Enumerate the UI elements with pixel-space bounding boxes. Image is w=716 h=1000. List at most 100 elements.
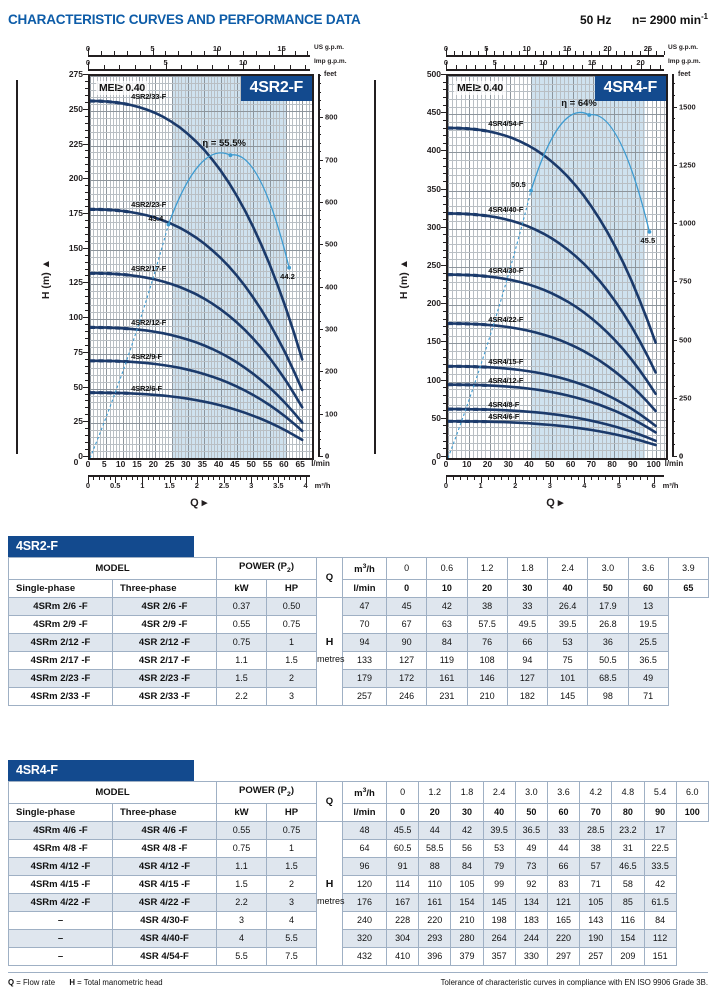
imp-gpm-scale: 0 5 10 15 20 [443, 58, 664, 71]
table-title-4sr4f: 4SR4-F [8, 760, 194, 781]
x-tick-label-lmin: 50 [545, 459, 555, 469]
y-tick-label: 0 [78, 451, 83, 461]
model-three-phase: 4SR 4/12 -F [112, 856, 217, 876]
power-group-header: POWER (P2) [216, 557, 317, 580]
efficiency-peak-label: η = 64% [561, 98, 597, 109]
feet-tick-label: 0 [679, 451, 684, 461]
feet-tick-label: 300 [325, 324, 338, 334]
x-unit-m3h: m³/h [662, 481, 679, 490]
table-row: 4SRm 4/12 -F 4SR 4/12 -F 1.1 1.5 96 91 88 84 79 7… [8, 856, 709, 876]
model-single-phase: 4SRm 4/6 -F [8, 820, 113, 840]
x-tick-label-lmin: 35 [197, 459, 208, 469]
efficiency-point-label: 44.2 [280, 271, 295, 281]
feet-tick-label: 0 [325, 451, 330, 461]
model-three-phase: 4SR 4/8 -F [112, 838, 217, 858]
model-single-phase: 4SRm 2/6 -F [8, 596, 113, 616]
model-single-phase: 4SRm 2/12 -F [8, 632, 113, 652]
head-value: 48 [342, 820, 387, 840]
head-value: 63 [426, 614, 468, 634]
efficiency-peak-label: η = 55.5% [202, 138, 246, 150]
head-value: 38 [579, 838, 613, 858]
flow-m3h-value: 1.8 [450, 781, 484, 804]
head-value: 84 [450, 856, 484, 876]
head-value: 116 [611, 910, 645, 930]
model-single-phase: – [8, 910, 113, 930]
us-gpm-tick-label: 15 [562, 44, 572, 53]
y-tick-label: 350 [426, 183, 441, 194]
head-value: 127 [506, 668, 549, 688]
head-value: 17.9 [587, 596, 629, 616]
head-value: 410 [385, 946, 420, 966]
flow-m3h-value: 2.4 [482, 781, 516, 804]
head-value: 167 [385, 892, 420, 912]
x-tick-label-lmin: 5 [101, 459, 107, 469]
flow-lmin-value: 40 [482, 802, 516, 822]
feet-tick-label: 1250 [679, 160, 696, 170]
head-value: 39.5 [546, 614, 589, 634]
kw-header: kW [216, 802, 267, 822]
x-tick-label-m3h: 0 [85, 481, 91, 490]
flow-lmin-value: 80 [611, 802, 645, 822]
power-kw: 4 [216, 928, 267, 948]
imp-gpm-tick-label: 0 [443, 58, 449, 67]
head-value: 53 [482, 838, 516, 858]
flow-m3h-value: 3.9 [667, 557, 710, 580]
head-value: 42 [643, 874, 677, 894]
us-gpm-scale: 0 5 10 15 20 25 [444, 44, 665, 57]
head-value: 25.5 [627, 632, 669, 652]
q-unit-m3h-header: m3/h [342, 557, 387, 580]
head-value: 17 [643, 820, 677, 840]
table-row: –4SR 4/30-F 3 4 240 228 220 210 198 183 165 143 116… [8, 910, 709, 930]
model-single-phase: – [8, 946, 113, 966]
y-tick-label: 100 [68, 312, 83, 323]
head-value: 44 [418, 820, 452, 840]
head-value: 145 [546, 686, 589, 706]
curve-label: 4SR2/12-F [131, 318, 167, 328]
head-value: 85 [611, 892, 645, 912]
curve-label: 4SR4/12-F [488, 375, 524, 385]
model-single-phase: 4SRm 4/8 -F [8, 838, 113, 858]
frequency-value: 50 Hz [579, 13, 612, 27]
power-hp: 1 [266, 838, 317, 858]
power-hp: 0.75 [266, 614, 317, 634]
x-tick-label-lmin: 60 [565, 459, 576, 469]
head-value: 36.5 [514, 820, 548, 840]
head-value: 28.5 [579, 820, 613, 840]
q-symbol-header: Q [316, 557, 343, 598]
x-tick-label-lmin: 80 [607, 459, 617, 469]
head-value: 154 [450, 892, 484, 912]
imp-gpm-tick-label: 5 [492, 58, 497, 67]
feet-tick-label: 200 [325, 366, 338, 376]
head-value: 183 [514, 910, 548, 930]
table-header-row-2: Single-phase Three-phase kW HP l/min 0 10 20 30 4… [8, 578, 710, 598]
x-tick-label-lmin: 90 [628, 459, 638, 469]
mei-label: MEI≥ 0.40 [96, 81, 148, 95]
head-value: 210 [450, 910, 484, 930]
y-tick-label: 0 [436, 451, 441, 461]
power-kw: 2.2 [216, 686, 267, 706]
flow-lmin-value: 60 [627, 578, 669, 598]
power-kw: 0.55 [216, 614, 267, 634]
curve-label: 4SR2/17-F [131, 264, 167, 274]
head-value: 357 [482, 946, 516, 966]
power-hp: 5.5 [266, 928, 317, 948]
power-kw: 1.5 [216, 874, 267, 894]
flow-lmin-value: 100 [675, 802, 709, 822]
imp-gpm-tick-label: 15 [587, 58, 597, 67]
power-kw: 1.1 [216, 856, 267, 876]
x-tick-label-m3h: 1 [478, 481, 483, 490]
table-row: –4SR 4/54-F 5.5 7.5 432 410 396 379 357 330 297 25… [8, 946, 709, 966]
plot-area: MEI≥ 0.40 4SR2-F 4SR2/33-F 4SR2/23-F 4SR2/17… [88, 74, 314, 460]
head-value: 23.2 [611, 820, 645, 840]
x-tick-label-lmin: 30 [503, 459, 514, 469]
x-tick-label-lmin: 70 [586, 459, 597, 469]
speed-exponent: -1 [701, 12, 708, 21]
page-header: CHARACTERISTIC CURVES AND PERFORMANCE DA… [8, 12, 708, 32]
us-gpm-tick-label: 0 [85, 44, 91, 53]
flow-m3h-value: 3.6 [546, 781, 581, 804]
us-gpm-tick-label: 25 [643, 44, 653, 53]
x-tick-label-lmin: 65 [295, 459, 305, 469]
